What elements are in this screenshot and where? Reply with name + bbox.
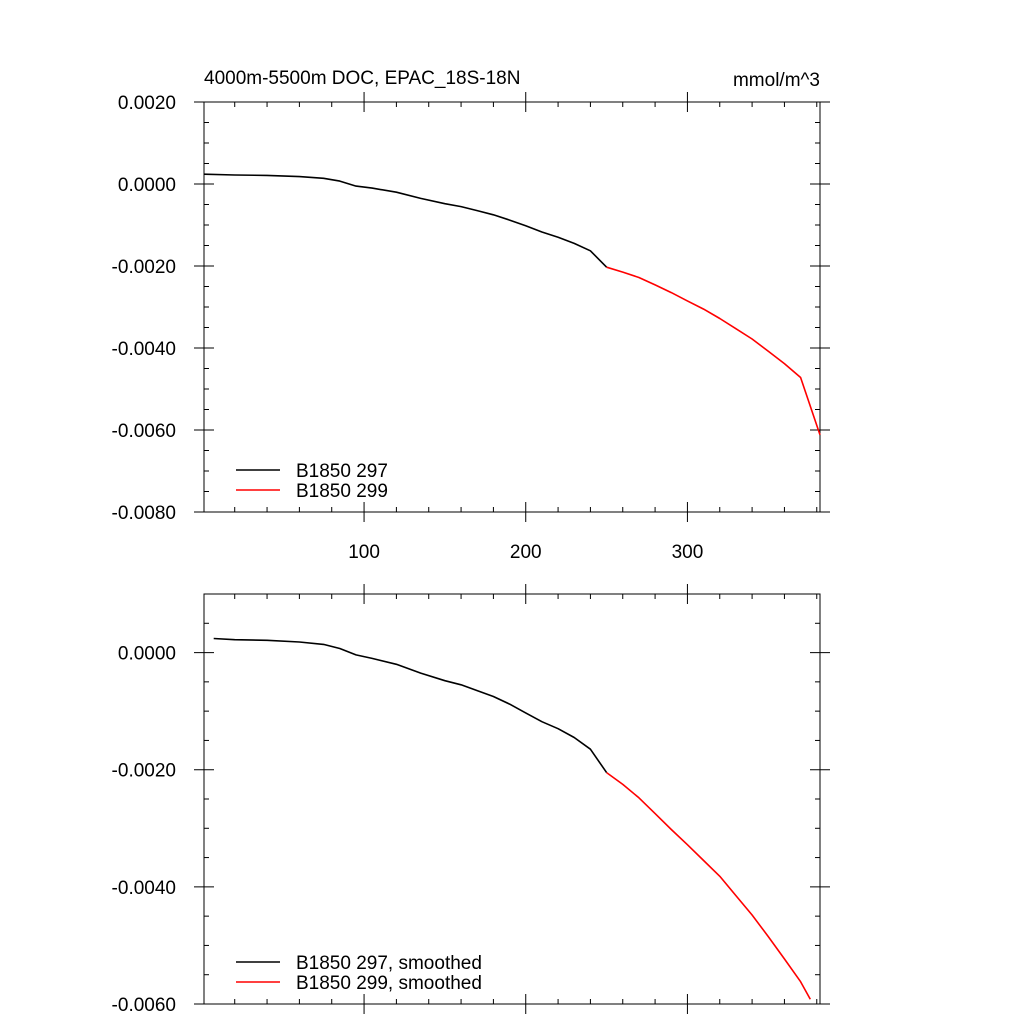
minor-ticks <box>204 593 820 1004</box>
y-tick-label: 0.0020 <box>118 93 176 114</box>
x-tick-label: 200 <box>510 542 542 563</box>
series-line-b1850-297 <box>213 637 608 774</box>
plot-frame <box>203 101 821 513</box>
x-tick-label: 100 <box>348 542 380 563</box>
y-tick-label: -0.0060 <box>112 995 176 1016</box>
legend-label: B1850 299, smoothed <box>296 973 482 994</box>
y-tick-label: 0.0000 <box>118 175 176 196</box>
series-line-b1850-299 <box>606 771 812 1000</box>
series-line-b1850-299 <box>606 266 821 436</box>
plot-frame <box>203 593 821 1005</box>
y-tick-label: -0.0040 <box>112 339 176 360</box>
legend-label: B1850 297 <box>296 461 388 482</box>
y-tick-label: 0.0000 <box>118 644 176 665</box>
y-tick-label: -0.0060 <box>112 421 176 442</box>
y-tick-label: -0.0020 <box>112 761 176 782</box>
y-tick-label: -0.0020 <box>112 257 176 278</box>
chart-panel-top: 4000m-5500m DOC, EPAC_18S-18N mmol/m^3 1… <box>112 68 830 563</box>
chart-title: 4000m-5500m DOC, EPAC_18S-18N <box>204 68 520 89</box>
series-line-b1850-297 <box>203 173 608 268</box>
x-tick-label: 300 <box>672 542 704 563</box>
y-tick-label: -0.0040 <box>112 878 176 899</box>
y-tick-label: -0.0080 <box>112 503 176 524</box>
legend-label: B1850 299 <box>296 481 388 502</box>
units-label: mmol/m^3 <box>733 70 820 91</box>
legend-label: B1850 297, smoothed <box>296 953 482 974</box>
chart-panel-bottom: 0.0000 -0.0020 -0.0040 -0.0060 B1850 297, sm… <box>112 584 830 1016</box>
minor-ticks <box>204 102 820 512</box>
